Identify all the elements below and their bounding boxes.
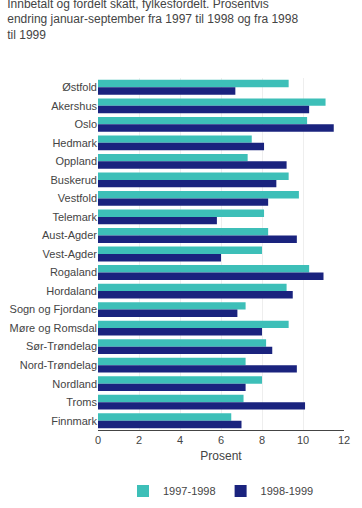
svg-text:Rogaland: Rogaland	[50, 266, 97, 278]
svg-text:8: 8	[259, 434, 265, 446]
svg-text:Hordaland: Hordaland	[46, 285, 97, 297]
svg-text:Buskerud: Buskerud	[51, 174, 97, 186]
svg-text:2: 2	[136, 434, 142, 446]
svg-text:Telemark: Telemark	[52, 211, 97, 223]
svg-text:1998-1999: 1998-1999	[261, 485, 314, 497]
svg-text:Akershus: Akershus	[51, 100, 97, 112]
svg-text:Østfold: Østfold	[62, 81, 97, 93]
svg-text:1997-1998: 1997-1998	[163, 485, 216, 497]
svg-text:12: 12	[338, 434, 350, 446]
svg-text:Troms: Troms	[66, 396, 97, 408]
svg-text:Finnmark: Finnmark	[51, 415, 97, 427]
svg-text:Nord-Trøndelag: Nord-Trøndelag	[20, 359, 97, 371]
svg-text:0: 0	[95, 434, 101, 446]
svg-text:Vestfold: Vestfold	[58, 192, 97, 204]
svg-text:Hedmark: Hedmark	[52, 137, 97, 149]
svg-text:6: 6	[218, 434, 224, 446]
svg-text:10: 10	[297, 434, 309, 446]
svg-text:Nordland: Nordland	[52, 378, 97, 390]
svg-text:Møre og Romsdal: Møre og Romsdal	[10, 322, 97, 334]
svg-text:Oslo: Oslo	[74, 118, 97, 130]
svg-text:Innbetalt og fordelt skatt, fy: Innbetalt og fordelt skatt, fylkesfordel…	[7, 0, 298, 42]
svg-text:Aust-Agder: Aust-Agder	[42, 229, 97, 241]
svg-text:Oppland: Oppland	[55, 155, 97, 167]
svg-text:Sør-Trøndelag: Sør-Trøndelag	[26, 340, 97, 352]
svg-text:4: 4	[177, 434, 183, 446]
svg-text:Vest-Agder: Vest-Agder	[43, 248, 98, 260]
svg-text:Prosent: Prosent	[200, 449, 242, 463]
svg-text:Sogn og Fjordane: Sogn og Fjordane	[10, 303, 97, 315]
